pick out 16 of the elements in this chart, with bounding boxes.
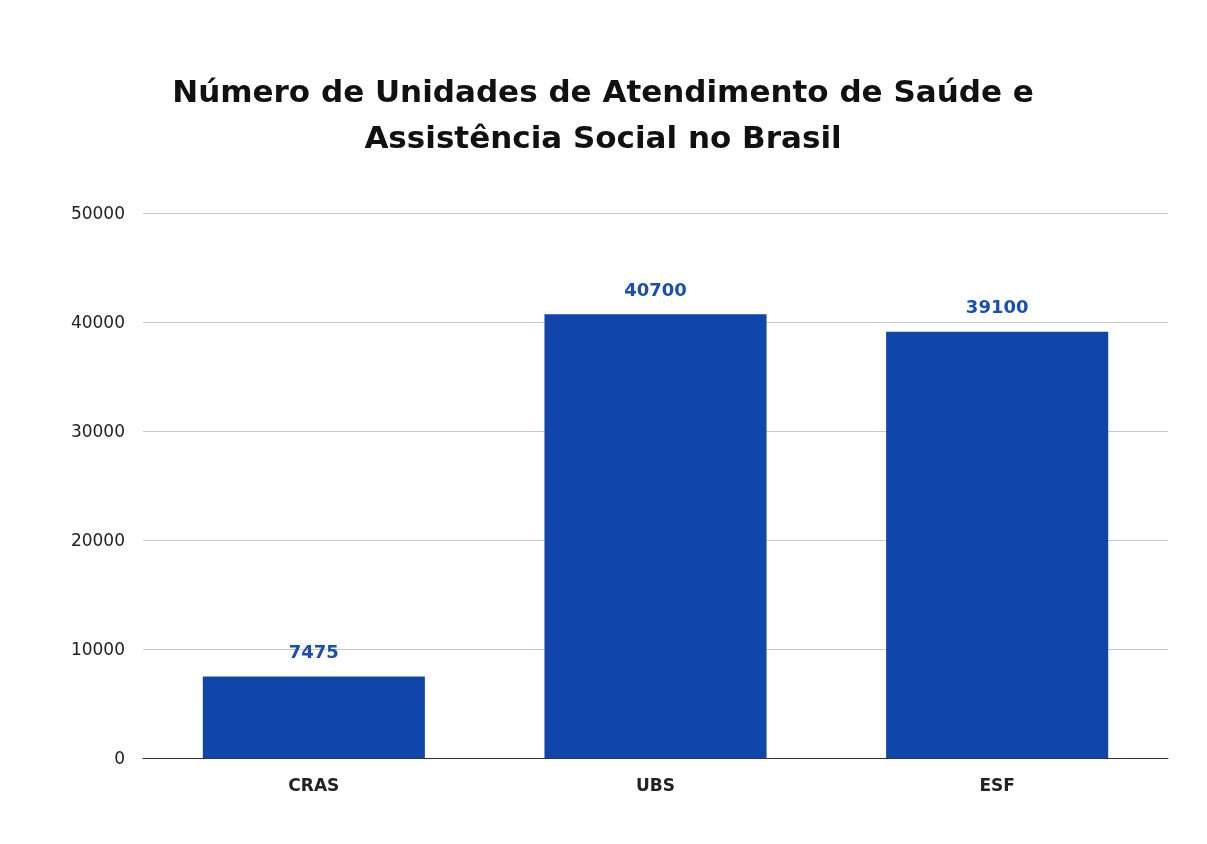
- bar: [886, 331, 1109, 758]
- x-tick-label: CRAS: [288, 774, 340, 795]
- x-tick-label: ESF: [979, 774, 1015, 795]
- data-label: 40700: [624, 278, 687, 300]
- y-tick-label: 40000: [70, 312, 125, 332]
- y-tick-label: 50000: [70, 203, 125, 223]
- bar: [544, 314, 767, 758]
- chart-title: Número de Unidades de Atendimento de Saúde e Assistência Social no Brasil: [172, 73, 1034, 155]
- y-tick-label: 20000: [70, 530, 125, 550]
- data-label: 39100: [965, 296, 1029, 318]
- bar: [202, 676, 425, 758]
- data-label: 7475: [288, 641, 339, 663]
- y-tick-label: 10000: [70, 639, 125, 659]
- x-tick-label: UBS: [635, 774, 676, 795]
- y-tick-label: 30000: [70, 421, 125, 441]
- y-tick-label: 0: [114, 748, 125, 768]
